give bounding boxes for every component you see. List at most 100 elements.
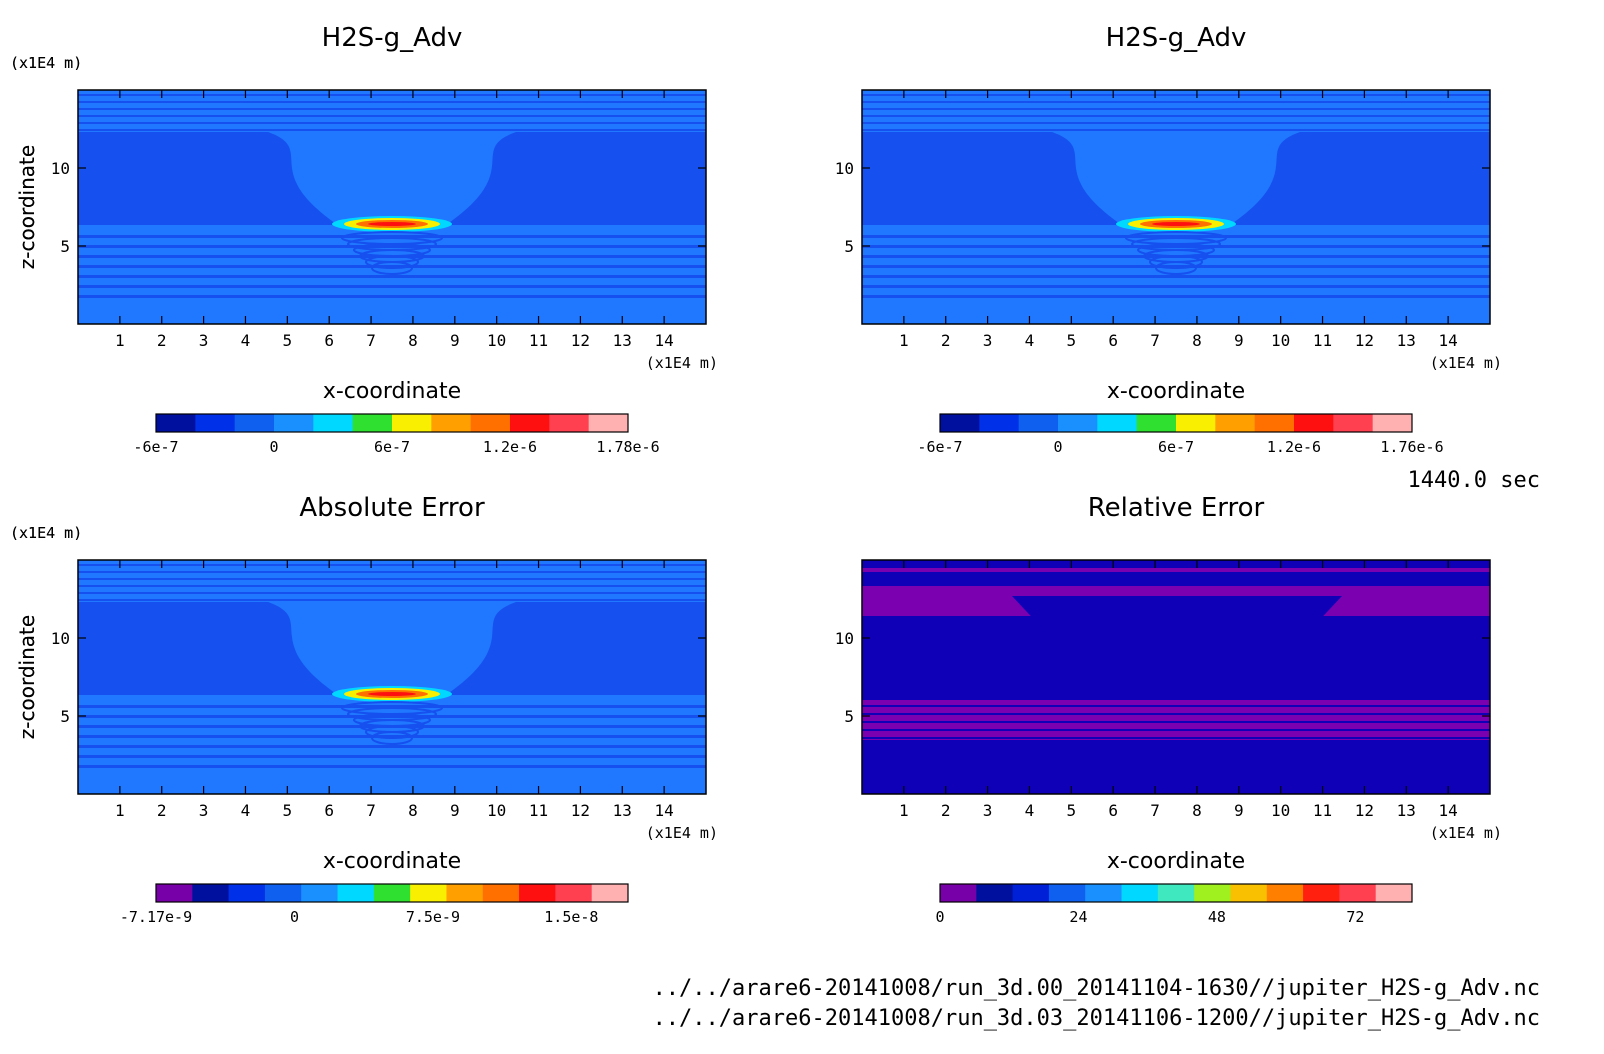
colorbar-label: 72	[1346, 908, 1364, 926]
x-tick-label: 10	[487, 331, 506, 350]
x-tick-label: 7	[1150, 331, 1160, 350]
colorbar-swatch	[264, 884, 302, 902]
y-tick-label: 5	[844, 707, 854, 726]
colorbar-swatch	[591, 884, 629, 902]
x-axis-label: x-coordinate	[323, 849, 461, 874]
x-ticks: 1 2 3 4 5 6 7 8 9 10 11 12 13 14	[115, 560, 674, 820]
colorbar-swatch	[1058, 414, 1098, 432]
colorbar-swatch	[431, 414, 472, 432]
colorbar-swatch	[940, 414, 980, 432]
x-axis-label: x-coordinate	[1107, 379, 1245, 404]
x-tick-label: 12	[1355, 331, 1374, 350]
x-tick-label: 6	[324, 801, 334, 820]
right-lobe	[1230, 132, 1490, 225]
x-tick-label: 9	[1234, 331, 1244, 350]
colorbar-label: -6e-7	[133, 438, 178, 456]
colorbar-swatch	[1048, 884, 1086, 902]
colorbar-swatch	[392, 414, 432, 432]
stripe	[78, 101, 706, 103]
colorbar-swatch	[234, 414, 275, 432]
colorbar-swatch	[352, 414, 393, 432]
x-tick-label: 11	[1313, 801, 1332, 820]
stripe	[862, 94, 1490, 96]
x-tick-label: 14	[655, 801, 674, 820]
x-tick-label: 2	[941, 331, 951, 350]
x-tick-label: 3	[199, 801, 209, 820]
colorbar-swatch	[979, 414, 1020, 432]
colorbar-swatch	[1254, 414, 1295, 432]
colorbar-swatch	[470, 414, 511, 432]
stripe	[78, 108, 706, 110]
y-axis-label: z-coordinate	[15, 145, 39, 269]
colorbar-label: 6e-7	[374, 438, 410, 456]
panel-title: Relative Error	[1088, 493, 1265, 523]
stripe	[78, 245, 706, 248]
x-tick-label: 10	[1271, 801, 1290, 820]
colorbar: 0 24 48 72	[935, 883, 1413, 926]
stripe	[862, 129, 1490, 131]
x-tick-label: 7	[366, 801, 376, 820]
colorbar-label: 1.78e-6	[596, 438, 659, 456]
time-label: 1440.0 sec	[1407, 468, 1540, 493]
colorbar-swatch	[1215, 414, 1256, 432]
stripe	[78, 275, 706, 278]
stripe	[78, 585, 706, 587]
stripe	[78, 765, 706, 768]
x-tick-label: 14	[1439, 331, 1458, 350]
colorbar-swatch	[1085, 884, 1123, 902]
y-unit-label: (x1E4 m)	[10, 54, 82, 72]
stripe	[78, 715, 706, 718]
x-unit-label: (x1E4 m)	[1430, 824, 1502, 842]
colorbar-swatch	[274, 414, 314, 432]
x-tick-label: 13	[613, 331, 632, 350]
x-tick-label: 4	[241, 801, 251, 820]
stripe	[862, 285, 1490, 288]
panel-1: H2S-g_Adv(x1E4 m)1 2 3 4 5 6 7 8 9 10 11 12 13 14510(…	[10, 23, 718, 456]
colorbar-label: 1.2e-6	[1267, 438, 1321, 456]
colorbar-swatch	[1194, 884, 1231, 902]
colorbar-swatch	[373, 884, 411, 902]
colorbar-swatch	[313, 414, 354, 432]
stripe	[78, 755, 706, 758]
x-tick-label: 8	[408, 801, 418, 820]
colorbar-swatch	[1097, 414, 1138, 432]
y-unit-label: (x1E4 m)	[10, 524, 82, 542]
stripe	[78, 735, 706, 738]
x-tick-label: 2	[157, 331, 167, 350]
stripe	[862, 108, 1490, 110]
x-tick-label: 3	[983, 801, 993, 820]
x-tick-label: 14	[1439, 801, 1458, 820]
colorbar-swatch	[1157, 884, 1195, 902]
x-tick-label: 1	[115, 801, 125, 820]
stripe	[862, 265, 1490, 268]
colorbar-label: -7.17e-9	[120, 908, 192, 926]
x-tick-label: 9	[1234, 801, 1244, 820]
x-tick-label: 13	[613, 801, 632, 820]
colorbar-frame	[155, 413, 629, 433]
colorbar-swatch	[337, 884, 375, 902]
panel-3: Absolute Error(x1E4 m)1 2 3 4 5 6 7 8 9 10 11 12 13 1…	[10, 493, 718, 926]
plot-frame	[861, 559, 1491, 795]
stripe	[78, 571, 706, 573]
x-tick-label: 9	[450, 331, 460, 350]
colorbar-swatch	[301, 884, 339, 902]
stripe	[862, 713, 1490, 715]
x-tick-label: 11	[1313, 331, 1332, 350]
ripple	[365, 725, 419, 739]
x-tick-label: 12	[571, 331, 590, 350]
colorbar-label: -6e-7	[917, 438, 962, 456]
x-tick-label: 10	[1271, 331, 1290, 350]
field-pattern	[862, 94, 1490, 298]
panel-title: Absolute Error	[299, 493, 485, 523]
y-ticks: 5 10	[835, 159, 1490, 256]
right-lobe	[446, 602, 706, 695]
y-unit-label: (x1E4 m)	[10, 54, 82, 72]
ripple	[1155, 261, 1197, 275]
x-axis-label: x-coordinate	[323, 379, 461, 404]
colorbar-swatch	[195, 414, 236, 432]
y-unit-label: (x1E4 m)	[10, 524, 82, 542]
y-ticks: 5 10	[51, 159, 706, 256]
x-tick-label: 2	[157, 801, 167, 820]
stripe	[78, 599, 706, 601]
